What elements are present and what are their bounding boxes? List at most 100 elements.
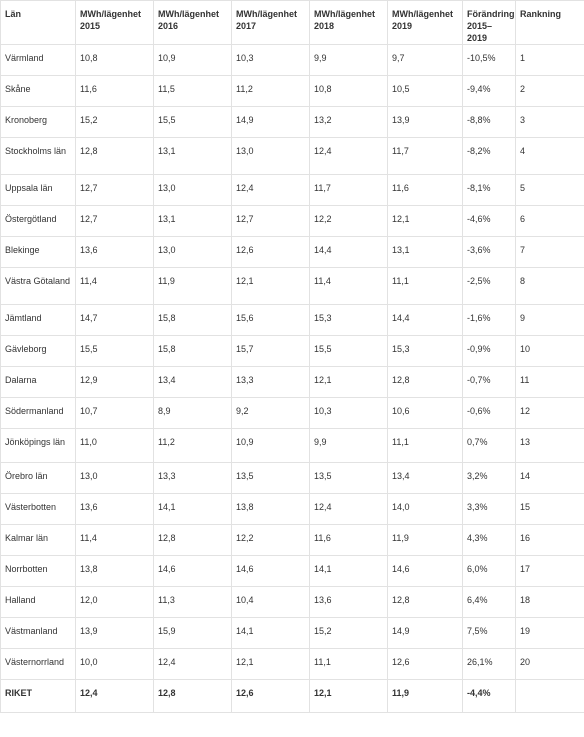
- table-cell: 12,6: [387, 648, 463, 680]
- table-cell: 15: [515, 493, 584, 525]
- table-cell: -4,4%: [462, 679, 516, 713]
- region-cell: Blekinge: [0, 236, 76, 268]
- table-cell: 14,1: [231, 617, 310, 649]
- table-cell: -0,6%: [462, 397, 516, 429]
- table-cell: 4: [515, 137, 584, 175]
- table-cell: 13,0: [75, 462, 154, 494]
- table-cell: 12,8: [75, 137, 154, 175]
- region-cell: Södermanland: [0, 397, 76, 429]
- table-cell: 11,4: [309, 267, 388, 305]
- table-cell: 6: [515, 205, 584, 237]
- table-cell: 13,0: [153, 236, 232, 268]
- table-cell: 9,9: [309, 44, 388, 76]
- table-cell: [515, 679, 584, 713]
- region-cell: Jämtland: [0, 304, 76, 336]
- table-row: Gävleborg 15,5 15,8 15,7 15,5 15,3 -0,9% 10: [0, 335, 584, 367]
- table-cell: 11,1: [309, 648, 388, 680]
- table-cell: 14,9: [387, 617, 463, 649]
- region-cell: Kronoberg: [0, 106, 76, 138]
- table-cell: 0,7%: [462, 428, 516, 463]
- table-cell: 16: [515, 524, 584, 556]
- table-cell: 10,8: [309, 75, 388, 107]
- table-cell: 4,3%: [462, 524, 516, 556]
- table-cell: 9,2: [231, 397, 310, 429]
- table-cell: 10,9: [231, 428, 310, 463]
- table-row: Stockholms län 12,8 13,1 13,0 12,4 11,7 -8,2% 4: [0, 137, 584, 175]
- table-cell: 12,4: [75, 679, 154, 713]
- region-cell: Kalmar län: [0, 524, 76, 556]
- table-cell: 14,7: [75, 304, 154, 336]
- table-row: Värmland 10,8 10,9 10,3 9,9 9,7 -10,5% 1: [0, 44, 584, 76]
- table-cell: 11,9: [153, 267, 232, 305]
- table-cell: -8,1%: [462, 174, 516, 206]
- table-cell: 11,6: [75, 75, 154, 107]
- table-row: Västmanland 13,9 15,9 14,1 15,2 14,9 7,5% 19: [0, 617, 584, 649]
- table-cell: 13,3: [231, 366, 310, 398]
- table-cell: 12,1: [309, 366, 388, 398]
- column-header-lan: Län: [0, 0, 76, 45]
- table-cell: 12,4: [309, 493, 388, 525]
- table-cell: -2,5%: [462, 267, 516, 305]
- table-cell: 17: [515, 555, 584, 587]
- table-cell: 15,8: [153, 304, 232, 336]
- table-cell: 13,3: [153, 462, 232, 494]
- table-cell: -9,4%: [462, 75, 516, 107]
- table-cell: 12,7: [231, 205, 310, 237]
- table-cell: 15,5: [75, 335, 154, 367]
- table-cell: -0,7%: [462, 366, 516, 398]
- table-cell: 10,3: [231, 44, 310, 76]
- table-cell: 12,7: [75, 174, 154, 206]
- table-cell: 11,2: [153, 428, 232, 463]
- table-cell: 10: [515, 335, 584, 367]
- table-cell: 14,1: [309, 555, 388, 587]
- table-cell: 15,9: [153, 617, 232, 649]
- region-cell: Uppsala län: [0, 174, 76, 206]
- table-cell: 11,0: [75, 428, 154, 463]
- table-cell: 11,1: [387, 428, 463, 463]
- table-cell: 15,3: [387, 335, 463, 367]
- table-cell: 11,4: [75, 267, 154, 305]
- column-header-2018: MWh/lägenhet 2018: [309, 0, 388, 45]
- table-cell: 12,2: [231, 524, 310, 556]
- table-cell: 11,4: [75, 524, 154, 556]
- table-cell: 13,6: [309, 586, 388, 618]
- table-cell: 12,0: [75, 586, 154, 618]
- table-cell: 13,1: [387, 236, 463, 268]
- region-cell: RIKET: [0, 679, 76, 713]
- table-cell: 13,6: [75, 493, 154, 525]
- table-cell: -10,5%: [462, 44, 516, 76]
- table-row: Dalarna 12,9 13,4 13,3 12,1 12,8 -0,7% 11: [0, 366, 584, 398]
- table-cell: 11,9: [387, 524, 463, 556]
- table-cell: 12,8: [153, 524, 232, 556]
- table-cell: 19: [515, 617, 584, 649]
- table-cell: 12,1: [387, 205, 463, 237]
- table-cell: 12,8: [387, 366, 463, 398]
- table-row: Uppsala län 12,7 13,0 12,4 11,7 11,6 -8,1% 5: [0, 174, 584, 206]
- table-cell: 15,3: [309, 304, 388, 336]
- table-row: Jönköpings län 11,0 11,2 10,9 9,9 11,1 0,7% 13: [0, 428, 584, 463]
- table-cell: 14,6: [231, 555, 310, 587]
- table-cell: 13,0: [231, 137, 310, 175]
- column-header-2017: MWh/lägenhet 2017: [231, 0, 310, 45]
- table-cell: 9: [515, 304, 584, 336]
- table-cell: 13,9: [75, 617, 154, 649]
- table-cell: 13,9: [387, 106, 463, 138]
- table-cell: 10,4: [231, 586, 310, 618]
- table-cell: 3,2%: [462, 462, 516, 494]
- table-row: Västra Götaland 11,4 11,9 12,1 11,4 11,1 -2,5%…: [0, 267, 584, 305]
- region-cell: Jönköpings län: [0, 428, 76, 463]
- table-cell: 11,9: [387, 679, 463, 713]
- table-row: Västerbotten 13,6 14,1 13,8 12,4 14,0 3,3% 15: [0, 493, 584, 525]
- table-cell: 9,9: [309, 428, 388, 463]
- table-cell: 11,7: [309, 174, 388, 206]
- table-cell: -4,6%: [462, 205, 516, 237]
- table-cell: 14,4: [309, 236, 388, 268]
- table-cell: 18: [515, 586, 584, 618]
- table-cell: -8,2%: [462, 137, 516, 175]
- table-row: Södermanland 10,7 8,9 9,2 10,3 10,6 -0,6% 12: [0, 397, 584, 429]
- region-cell: Västernorrland: [0, 648, 76, 680]
- table-cell: 14,9: [231, 106, 310, 138]
- table-cell: 15,5: [153, 106, 232, 138]
- table-cell: 11,6: [309, 524, 388, 556]
- table-cell: 11,1: [387, 267, 463, 305]
